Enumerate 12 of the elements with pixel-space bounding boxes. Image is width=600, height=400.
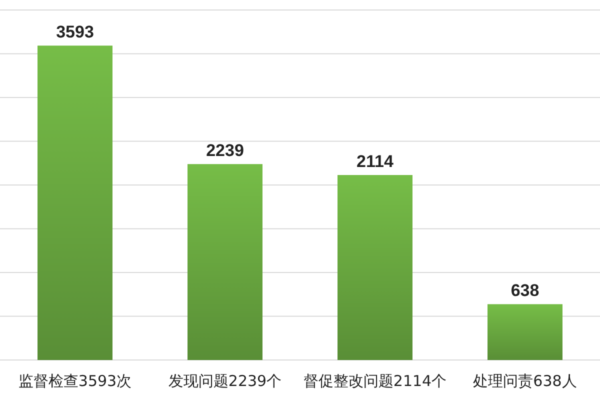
data-label: 2239 [206, 141, 244, 160]
x-tick-label: 监督检查3593次 [18, 372, 132, 390]
bar [488, 304, 562, 360]
x-tick-label: 督促整改问题2114个 [303, 372, 447, 390]
bar [38, 46, 112, 360]
bar [188, 164, 262, 360]
data-label: 3593 [56, 22, 94, 42]
bar [338, 175, 412, 360]
data-label: 638 [510, 281, 540, 300]
x-tick-label: 处理问责638人 [473, 372, 577, 390]
x-tick-label: 发现问题2239个 [168, 372, 282, 390]
data-label: 2114 [356, 152, 394, 172]
